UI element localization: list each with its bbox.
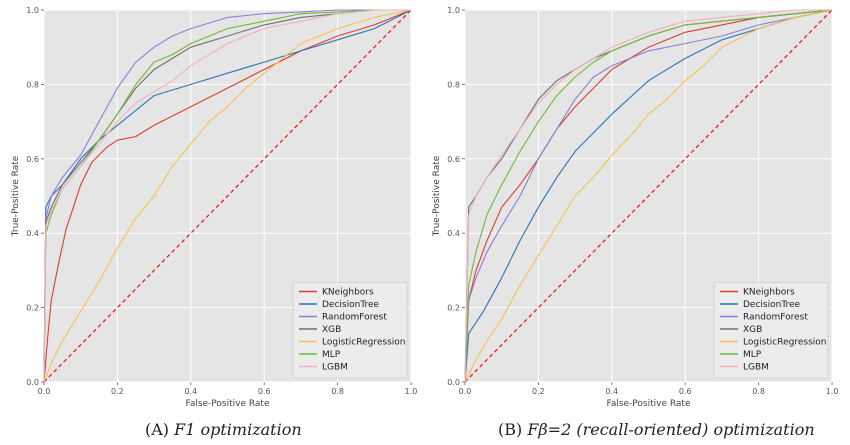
legend-box-a	[292, 282, 408, 379]
series-line-b-0	[464, 9, 833, 383]
legend-label-b-2: RandomForest	[743, 313, 808, 323]
legend-label-b-0: KNeighbors	[743, 288, 795, 298]
x-tick-label-b-1: 0.2	[532, 387, 545, 396]
legend-label-a-5: MLP	[322, 350, 341, 360]
y-axis-label-b: True-Positive Rate	[432, 155, 442, 237]
y-tick-label-a-4: 0.8	[26, 80, 39, 89]
x-tick-label-a-5: 1.0	[405, 387, 418, 396]
chance-diagonal-b	[464, 9, 833, 383]
y-tick-label-a-2: 0.4	[26, 229, 39, 238]
legend-label-b-4: LogisticRegression	[743, 338, 826, 348]
x-tick-label-a-2: 0.4	[184, 387, 197, 396]
caption-a-title: F1 optimization	[174, 420, 302, 439]
y-tick-label-b-4: 0.8	[447, 80, 460, 89]
legend-label-a-1: DecisionTree	[322, 300, 380, 310]
y-tick-label-b-1: 0.2	[447, 304, 460, 313]
caption-a: (A) F1 optimization	[145, 420, 302, 439]
legend-label-b-5: MLP	[743, 350, 762, 360]
x-tick-label-b-3: 0.6	[679, 387, 692, 396]
series-line-a-3	[43, 9, 411, 383]
y-tick-label-b-2: 0.4	[447, 229, 460, 238]
x-tick-label-b-2: 0.4	[605, 387, 618, 396]
legend-box-b	[713, 282, 829, 379]
series-line-b-4	[464, 9, 833, 383]
y-tick-label-a-0: 0.0	[26, 378, 39, 387]
legend-label-a-3: XGB	[322, 325, 341, 335]
y-tick-label-a-5: 1.0	[26, 6, 39, 15]
caption-a-prefix: (A)	[145, 420, 175, 439]
series-line-b-1	[464, 9, 833, 383]
legend-a: KNeighbors DecisionTree RandomForest XGB Log…	[292, 282, 408, 379]
y-tick-label-b-3: 0.6	[447, 155, 460, 164]
series-line-a-4	[43, 9, 412, 383]
y-tick-label-a-1: 0.2	[26, 304, 39, 313]
legend-label-a-4: LogisticRegression	[322, 338, 405, 348]
series-line-b-2	[464, 9, 833, 383]
series-line-a-1	[43, 9, 412, 383]
x-tick-label-b-4: 0.8	[752, 387, 765, 396]
legend-b: KNeighbors DecisionTree RandomForest XGB Log…	[713, 282, 829, 379]
x-tick-label-a-0: 0.0	[38, 387, 51, 396]
x-axis-label-a: False-Positive Rate	[185, 399, 269, 409]
caption-b: (B) Fβ=2 (recall-oriented) optimization	[498, 420, 815, 439]
x-tick-label-a-1: 0.2	[111, 387, 124, 396]
caption-b-prefix: (B)	[498, 420, 528, 439]
caption-b-title: Fβ=2 (recall-oriented) optimization	[527, 420, 815, 439]
series-line-a-2	[43, 9, 411, 383]
y-tick-label-b-5: 1.0	[447, 6, 460, 15]
x-tick-label-a-4: 0.8	[331, 387, 344, 396]
y-tick-label-a-3: 0.6	[26, 155, 39, 164]
series-line-b-5	[464, 9, 833, 383]
legend-label-a-6: LGBM	[322, 363, 348, 373]
series-line-b-6	[464, 9, 832, 383]
legend-label-b-1: DecisionTree	[743, 300, 801, 310]
y-axis-label-a: True-Positive Rate	[11, 155, 21, 237]
legend-label-b-3: XGB	[743, 325, 762, 335]
legend-label-b-6: LGBM	[743, 363, 769, 373]
legend-label-a-2: RandomForest	[322, 313, 387, 323]
roc-panel-a: 0.0 0.2 0.4 0.6 0.8 1.0 0.0 0.2 0.4 0.6 0.8 1.0 Fals…	[11, 6, 417, 409]
x-tick-label-a-3: 0.6	[258, 387, 271, 396]
x-tick-label-b-5: 1.0	[826, 387, 839, 396]
x-axis-label-b: False-Positive Rate	[606, 399, 690, 409]
legend-label-a-0: KNeighbors	[322, 288, 374, 298]
roc-panel-b: 0.0 0.2 0.4 0.6 0.8 1.0 0.0 0.2 0.4 0.6 0.8 1.0 Fals…	[432, 6, 838, 409]
series-line-a-6	[43, 9, 411, 383]
chance-diagonal-a	[43, 9, 412, 383]
x-tick-label-b-0: 0.0	[459, 387, 472, 396]
y-tick-label-b-0: 0.0	[447, 378, 460, 387]
